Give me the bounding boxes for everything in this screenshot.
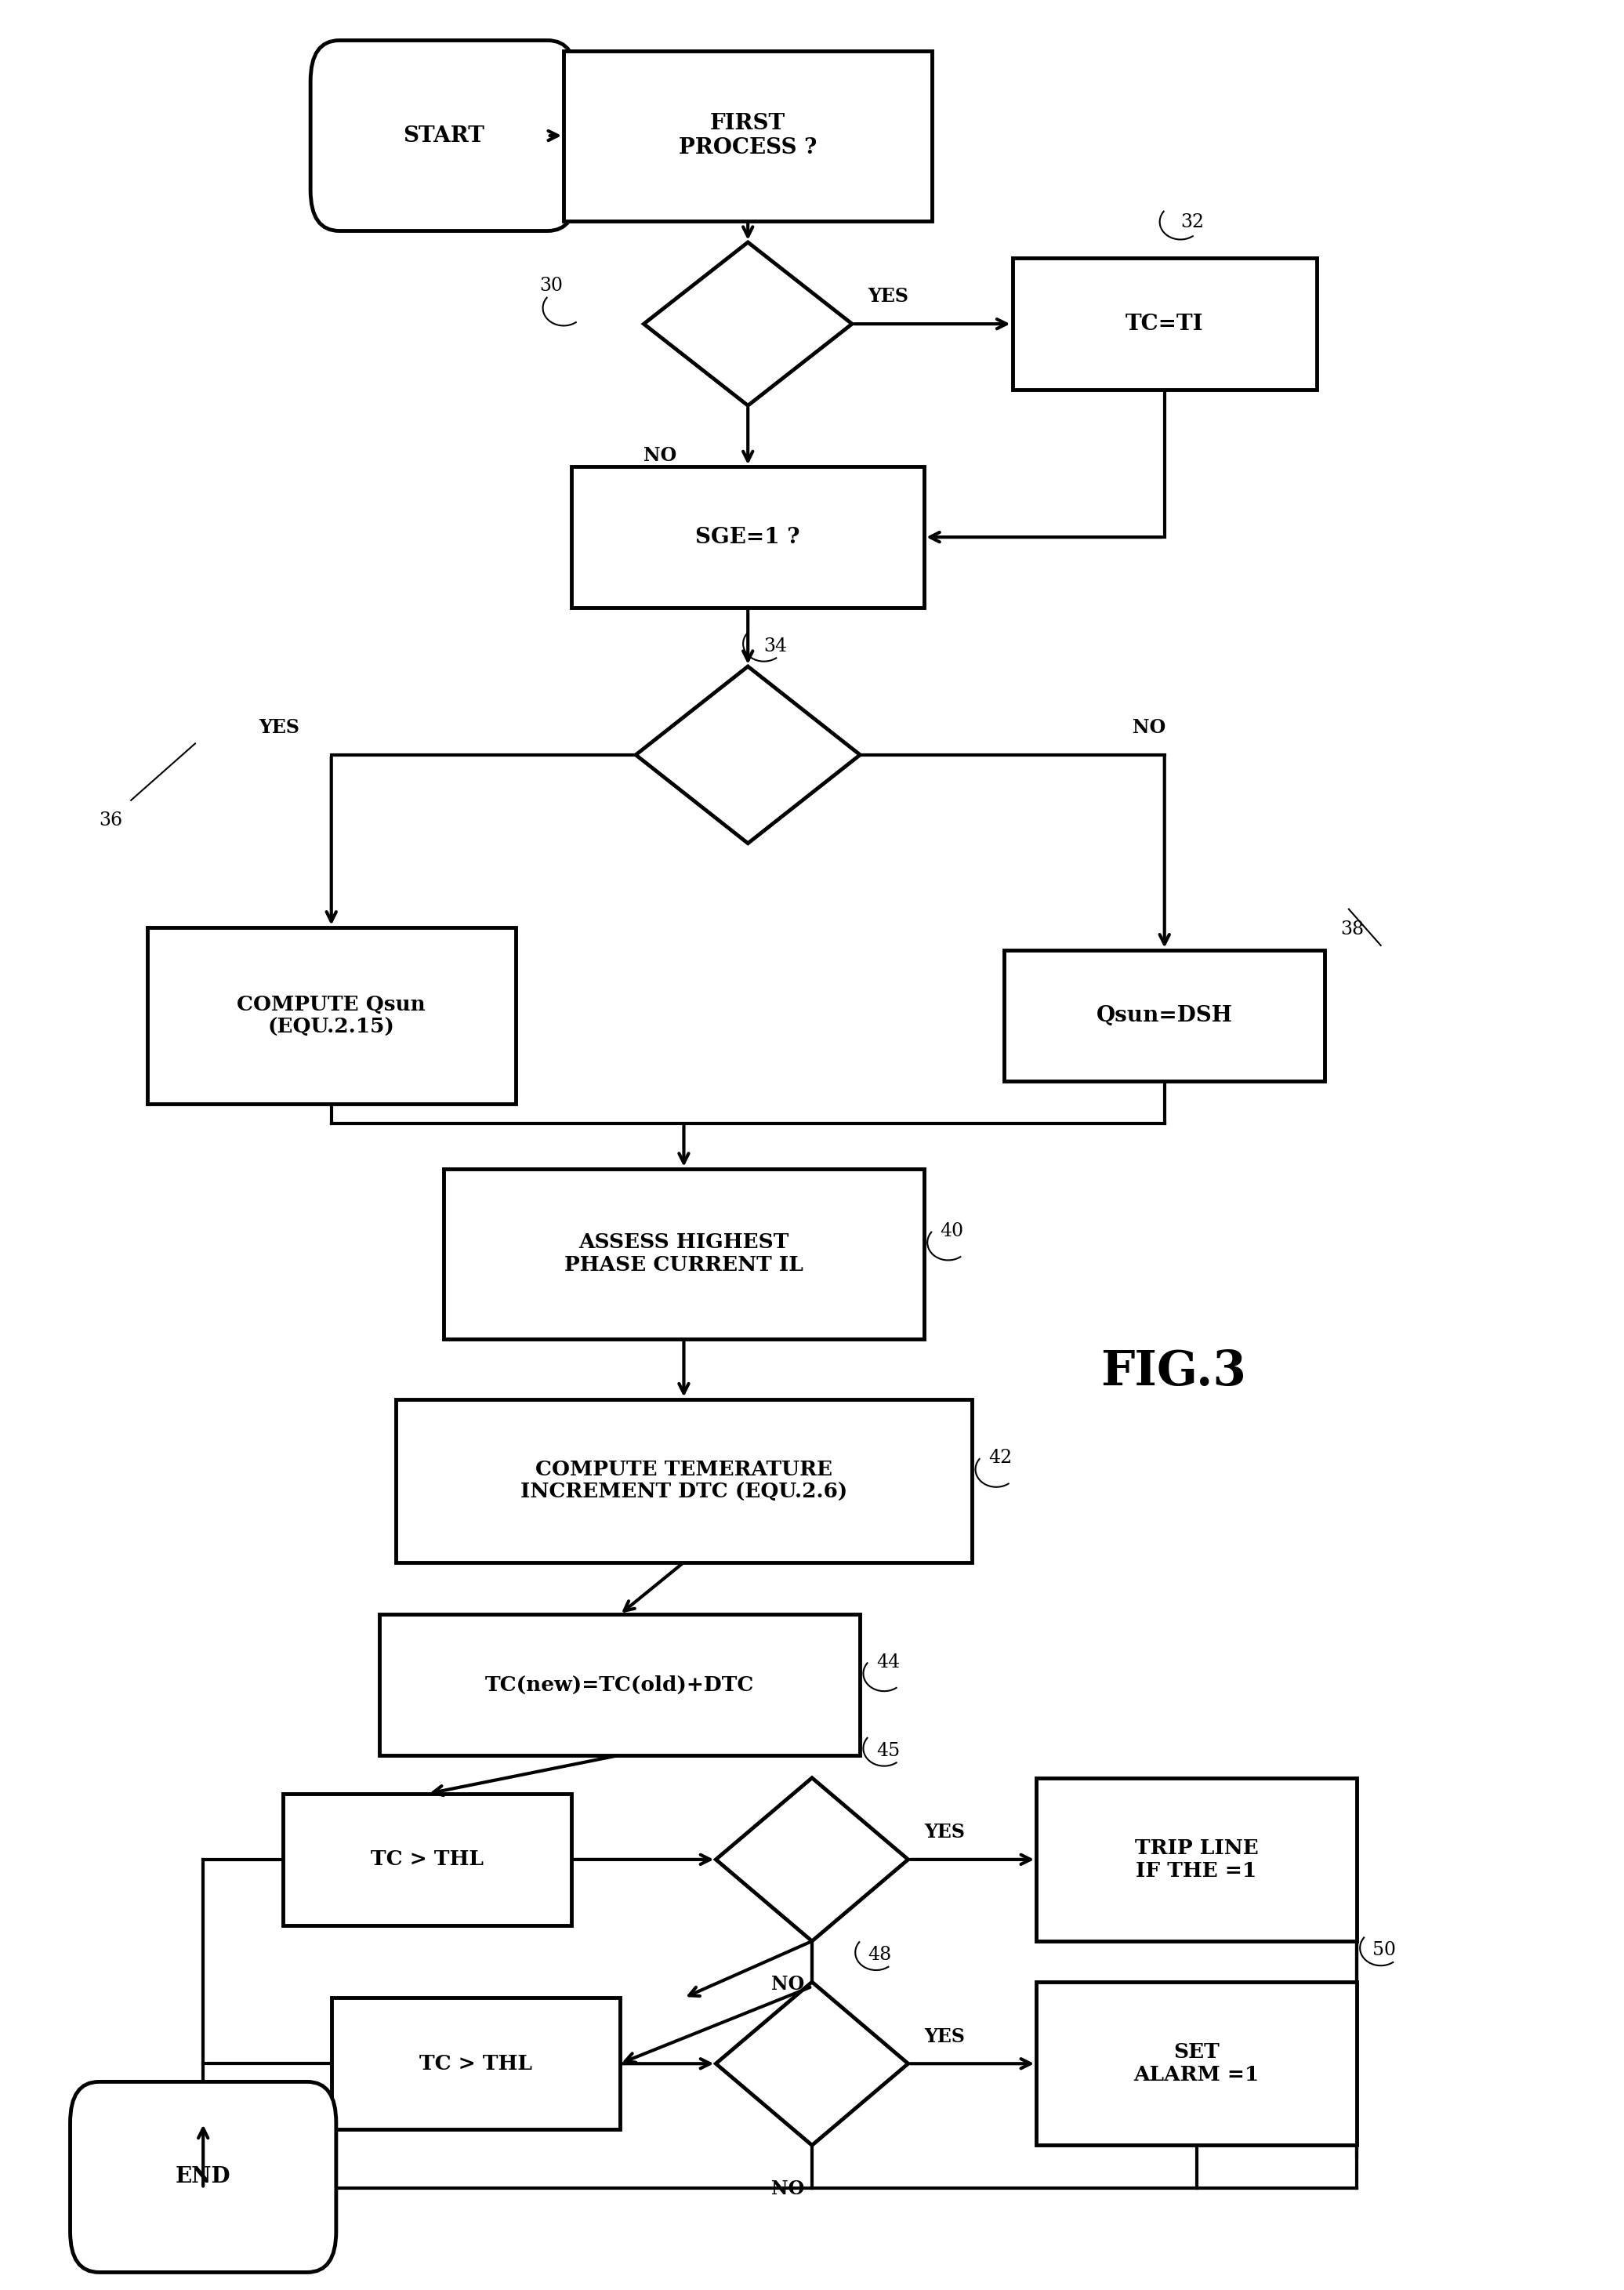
Text: 44: 44 bbox=[875, 1653, 900, 1672]
Text: END: END bbox=[175, 2166, 231, 2187]
FancyBboxPatch shape bbox=[380, 1614, 861, 1754]
Text: YES: YES bbox=[869, 286, 909, 307]
Text: 50: 50 bbox=[1372, 1942, 1397, 1960]
Polygon shape bbox=[635, 666, 861, 843]
Text: COMPUTE Qsun
(EQU.2.15): COMPUTE Qsun (EQU.2.15) bbox=[237, 994, 425, 1037]
FancyBboxPatch shape bbox=[1012, 259, 1317, 389]
Text: YES: YES bbox=[258, 719, 299, 737]
Text: NO: NO bbox=[771, 1976, 804, 1995]
Text: SET
ALARM =1: SET ALARM =1 bbox=[1134, 2043, 1259, 2084]
Text: 48: 48 bbox=[869, 1946, 892, 1965]
Text: 32: 32 bbox=[1181, 213, 1203, 231]
FancyBboxPatch shape bbox=[395, 1399, 973, 1562]
FancyBboxPatch shape bbox=[283, 1793, 572, 1926]
Text: 45: 45 bbox=[875, 1743, 900, 1759]
Text: TRIP LINE
IF THE =1: TRIP LINE IF THE =1 bbox=[1135, 1839, 1259, 1880]
FancyBboxPatch shape bbox=[564, 50, 932, 220]
Text: NO: NO bbox=[1132, 719, 1166, 737]
Text: START: START bbox=[403, 126, 484, 147]
Text: COMPUTE TEMERATURE
INCREMENT DTC (EQU.2.6): COMPUTE TEMERATURE INCREMENT DTC (EQU.2.… bbox=[520, 1459, 848, 1502]
Text: 38: 38 bbox=[1341, 921, 1364, 939]
Text: 42: 42 bbox=[989, 1450, 1012, 1468]
Text: NO: NO bbox=[771, 2180, 804, 2198]
Text: FIRST
PROCESS ?: FIRST PROCESS ? bbox=[679, 112, 817, 158]
FancyBboxPatch shape bbox=[310, 41, 577, 231]
Polygon shape bbox=[716, 1777, 908, 1942]
Polygon shape bbox=[716, 1981, 908, 2146]
FancyBboxPatch shape bbox=[331, 1997, 620, 2130]
Text: 34: 34 bbox=[763, 637, 788, 655]
Text: TC=TI: TC=TI bbox=[1125, 314, 1203, 334]
Text: ASSESS HIGHEST
PHASE CURRENT IL: ASSESS HIGHEST PHASE CURRENT IL bbox=[565, 1232, 804, 1276]
Text: FIG.3: FIG.3 bbox=[1101, 1349, 1246, 1395]
Text: TC(new)=TC(old)+DTC: TC(new)=TC(old)+DTC bbox=[486, 1674, 754, 1695]
FancyBboxPatch shape bbox=[443, 1168, 924, 1340]
FancyBboxPatch shape bbox=[148, 927, 515, 1104]
Text: 40: 40 bbox=[940, 1223, 963, 1241]
Polygon shape bbox=[643, 243, 853, 405]
Text: SGE=1 ?: SGE=1 ? bbox=[695, 527, 801, 547]
Text: 30: 30 bbox=[539, 277, 564, 295]
FancyBboxPatch shape bbox=[70, 2082, 336, 2272]
Text: TC > THL: TC > THL bbox=[370, 1850, 484, 1869]
Text: Qsun=DSH: Qsun=DSH bbox=[1096, 1005, 1233, 1026]
FancyBboxPatch shape bbox=[1036, 1981, 1356, 2146]
FancyBboxPatch shape bbox=[1004, 950, 1325, 1081]
Text: 36: 36 bbox=[99, 811, 123, 829]
Text: NO: NO bbox=[643, 447, 676, 465]
FancyBboxPatch shape bbox=[1036, 1777, 1356, 1942]
FancyBboxPatch shape bbox=[572, 467, 924, 607]
Text: YES: YES bbox=[924, 1823, 965, 1841]
Text: YES: YES bbox=[924, 2027, 965, 2045]
Text: TC > THL: TC > THL bbox=[419, 2054, 533, 2072]
